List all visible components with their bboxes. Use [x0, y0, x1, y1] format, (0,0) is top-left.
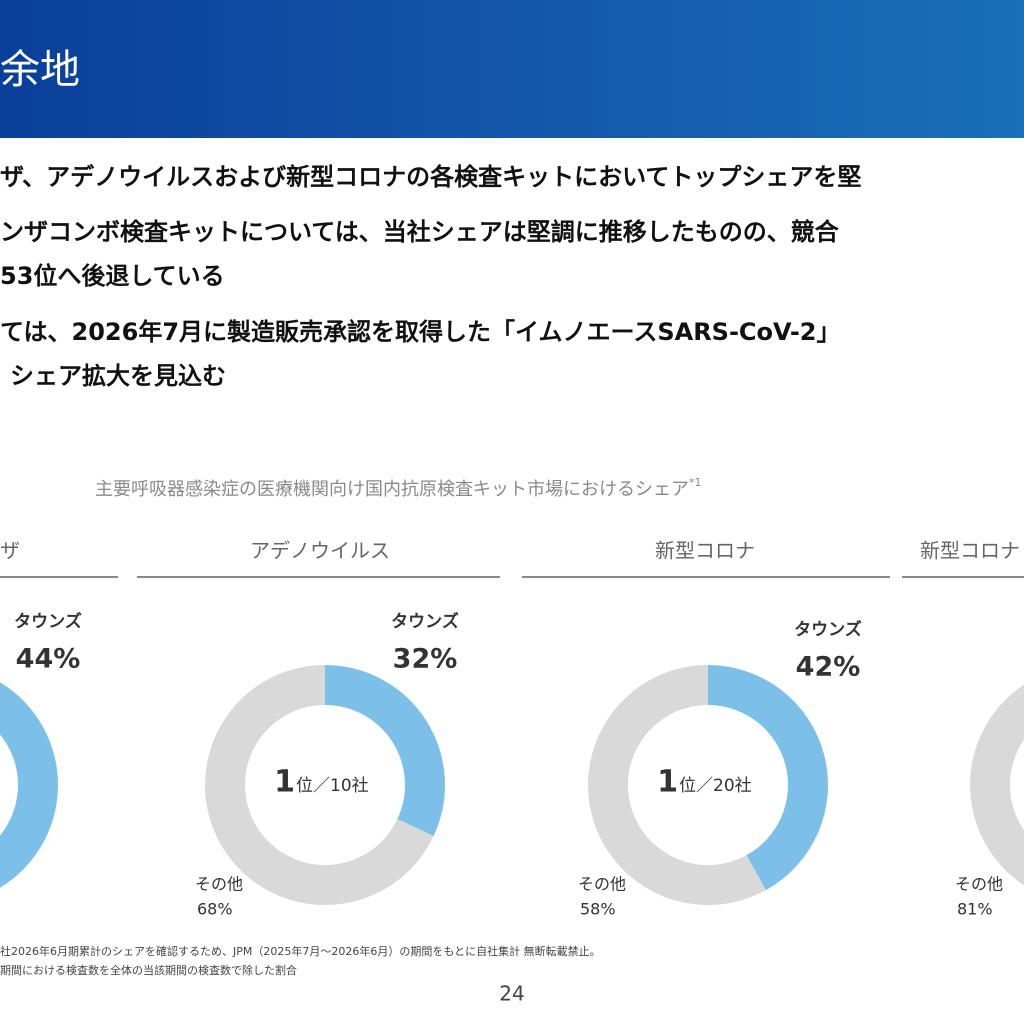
donut-segment [708, 665, 828, 891]
center-label: 位／20社 [679, 776, 752, 796]
header-band [0, 0, 1024, 138]
chart-title: 新型コロナ [920, 539, 1020, 563]
bullet: ンザコンボ検査キットについては、当社シェアは堅調に推移したものの、競合 [0, 218, 840, 246]
header-title: 余地 [0, 47, 80, 93]
value-label: 44% [16, 644, 81, 675]
bullet: シェア拡大を見込む [10, 362, 226, 390]
page-number: 24 [499, 982, 524, 1006]
segment-label: タウンズ [391, 611, 459, 632]
footnote: 期間における検査数を全体の当該期間の検査数で除した割合 [0, 963, 297, 977]
footnote: 社2026年6月期累計のシェアを確認するため、JPM（2025年7月～2026年… [0, 944, 601, 958]
segment-label: その他 [578, 875, 626, 894]
section-title-text: 主要呼吸器感染症の医療機関向け国内抗原検査キット市場におけるシェア [95, 479, 689, 500]
value-label: 32% [393, 644, 458, 675]
donut-segment [0, 682, 58, 888]
note-mark: *1 [689, 476, 702, 489]
section-title: 主要呼吸器感染症の医療機関向け国内抗原検査キット市場におけるシェア*1 [95, 476, 702, 500]
chart-title: 新型コロナ [655, 539, 755, 563]
donut-segment [587, 665, 766, 906]
center-rank: 1 [657, 765, 678, 800]
chart-title: アデノウイルス [250, 539, 390, 563]
bullet: 53位へ後退している [0, 262, 225, 290]
segment-label: タウンズ [794, 619, 862, 640]
bullet: ては、2026年7月に製造販売承認を取得した「イムノエースSARS-CoV-2」 [0, 318, 841, 346]
donut-segment [205, 665, 434, 905]
segment-label: その他 [955, 875, 1003, 894]
value-label: 42% [796, 652, 861, 683]
segment-label: タウンズ [14, 611, 82, 632]
center-rank: 1 [274, 765, 295, 800]
value-label: 58% [580, 900, 616, 919]
value-label: 68% [197, 900, 233, 919]
chart-title: ザ [0, 539, 20, 563]
donut-segment [970, 684, 1024, 886]
donut-segment [325, 665, 445, 837]
bullet: ザ、アデノウイルスおよび新型コロナの各検査キットにおいてトップシェアを堅 [0, 163, 861, 191]
center-label: 位／10社 [296, 776, 369, 796]
value-label: 81% [957, 900, 993, 919]
segment-label: その他 [195, 875, 243, 894]
